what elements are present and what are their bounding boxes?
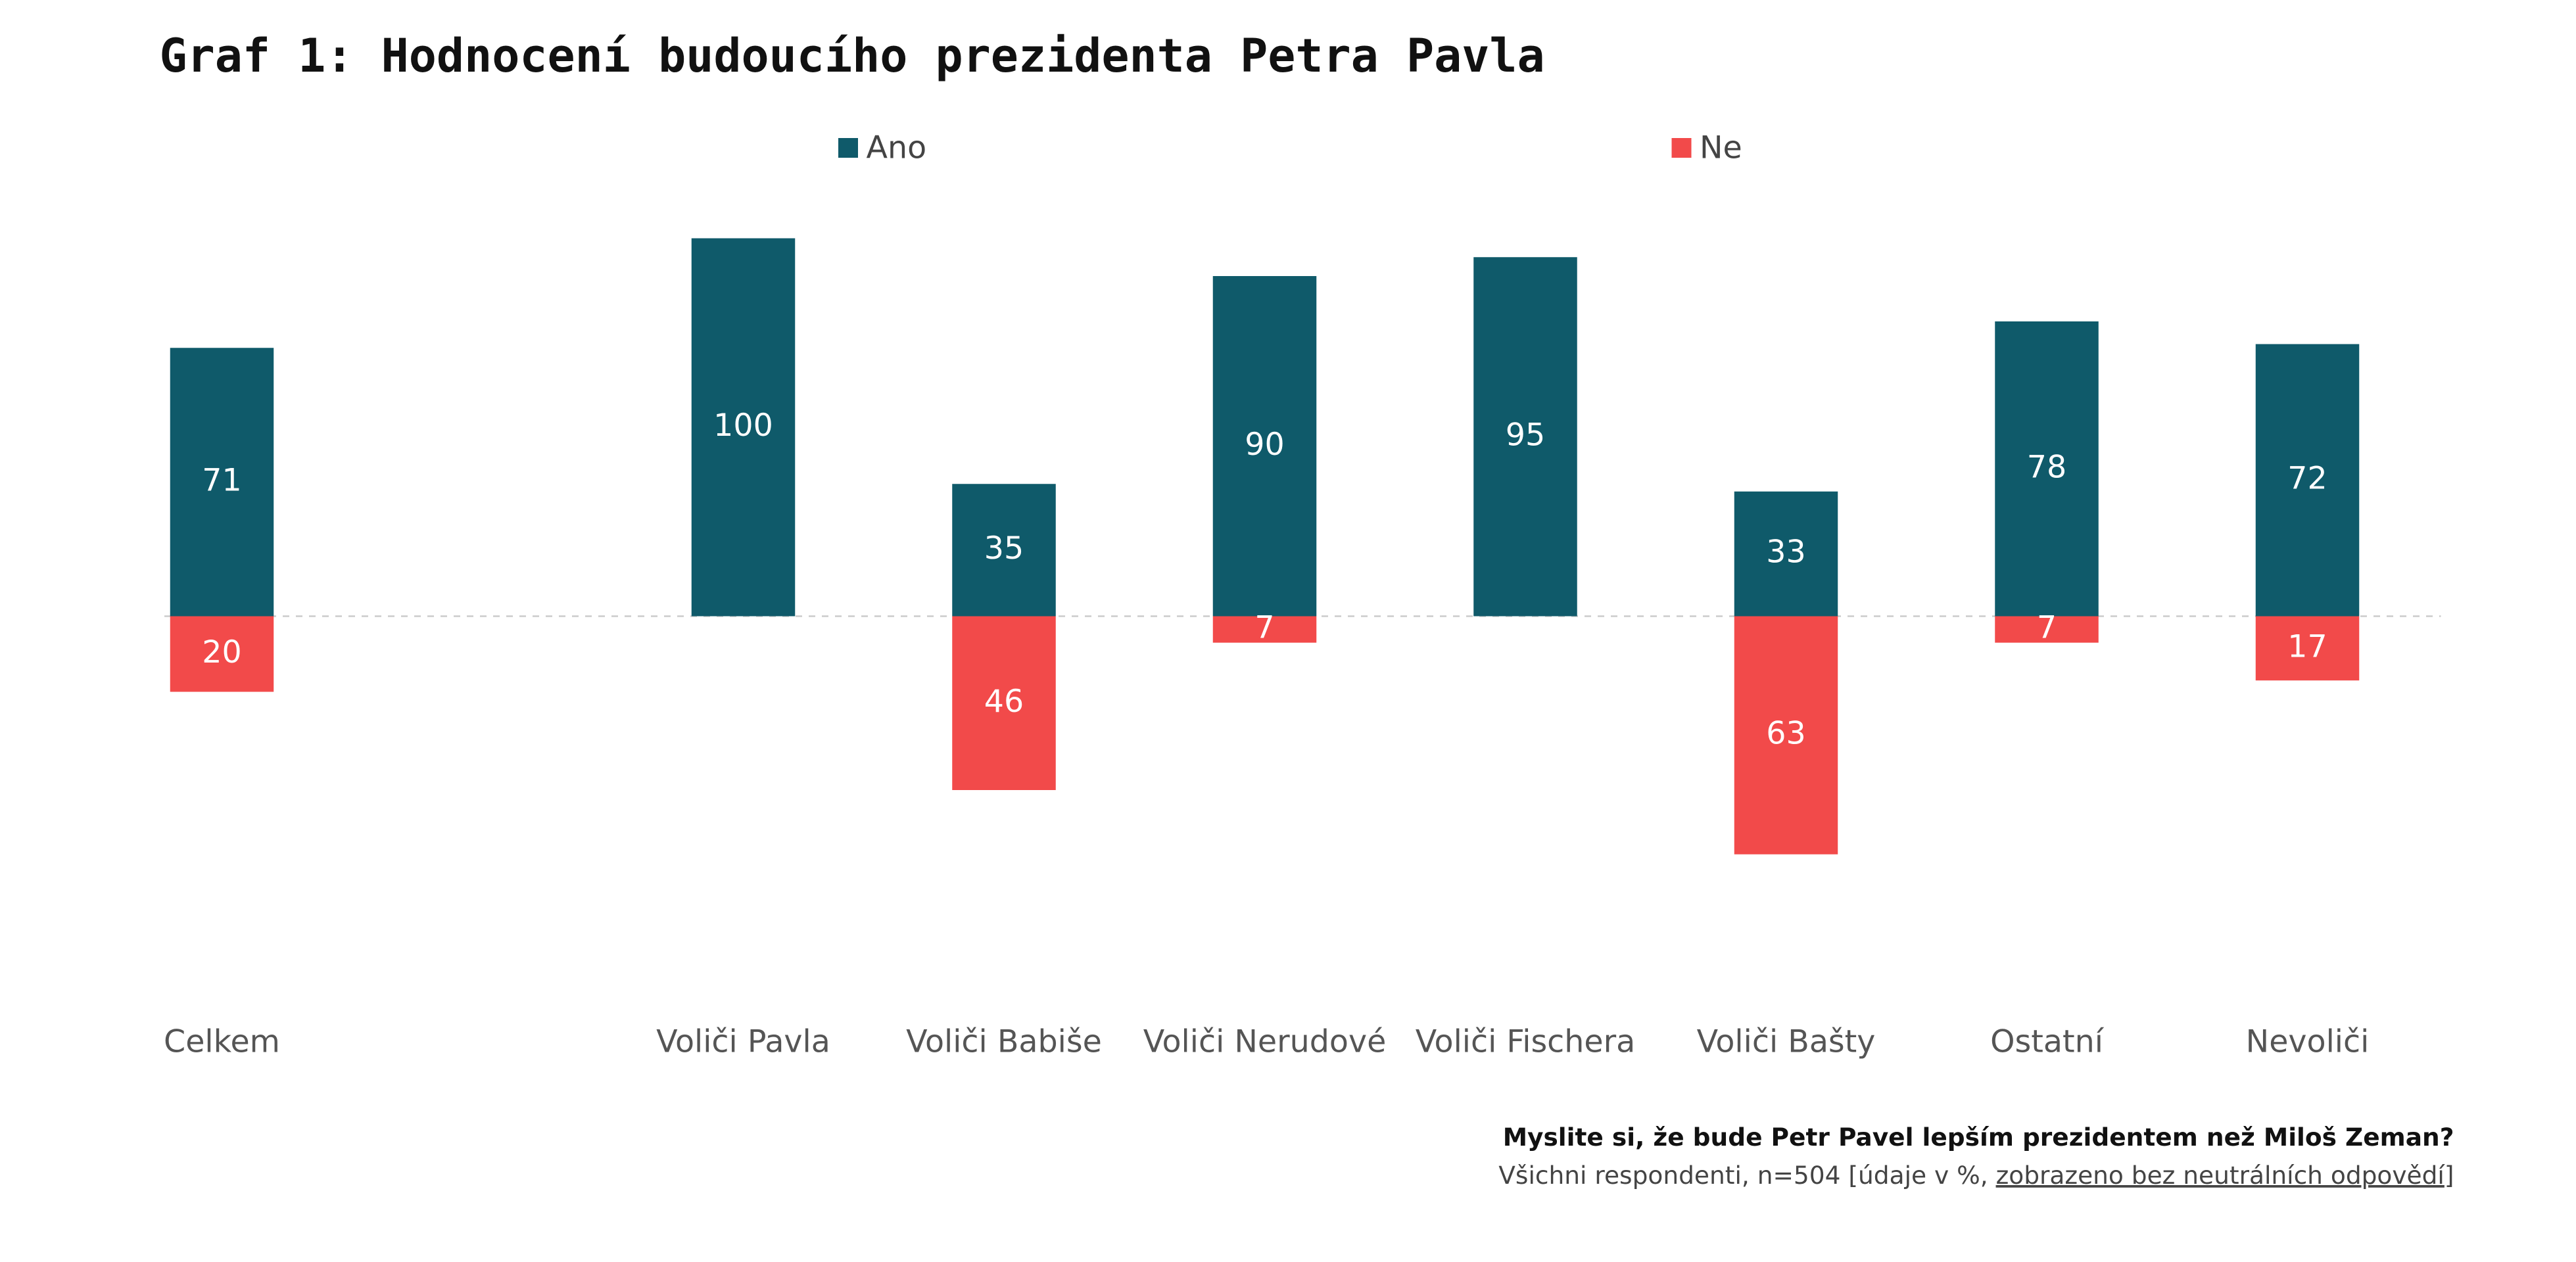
x-tick-label: Nevoliči <box>2246 1024 2370 1060</box>
value-label: 63 <box>1766 716 1805 752</box>
x-tick-label: Celkem <box>164 1024 280 1060</box>
value-label: 95 <box>1506 417 1545 453</box>
x-tick-label: Voliči Babiše <box>906 1024 1102 1060</box>
value-label: 20 <box>202 634 241 670</box>
x-tick-label: Ostatní <box>1990 1024 2105 1060</box>
x-tick-label: Voliči Fischera <box>1416 1024 1636 1060</box>
legend-swatch <box>838 138 858 158</box>
note-underlined: zobrazeno bez neutrálních odpovědí <box>1996 1161 2446 1190</box>
value-label: 17 <box>2287 628 2327 665</box>
value-label: 71 <box>202 462 241 498</box>
bar <box>170 616 274 692</box>
value-label: 7 <box>1254 610 1274 646</box>
value-label: 35 <box>984 530 1024 567</box>
value-label: 7 <box>2037 610 2057 646</box>
x-tick-label: Voliči Bašty <box>1697 1024 1876 1060</box>
chart-title: Graf 1: Hodnocení budoucího prezidenta P… <box>160 29 1545 83</box>
bar <box>2255 344 2360 617</box>
bar <box>691 238 796 617</box>
value-label: 33 <box>1766 534 1805 571</box>
value-label: 46 <box>984 684 1024 720</box>
value-label: 90 <box>1245 427 1284 463</box>
bar <box>170 348 274 617</box>
legend-label: Ano <box>867 130 927 166</box>
bar <box>1212 276 1317 617</box>
note: Všichni respondenti, n=504 [údaje v %, z… <box>1498 1161 2454 1190</box>
bar <box>1734 491 1838 617</box>
bar <box>1473 257 1577 617</box>
bar <box>952 616 1056 790</box>
bar <box>1734 616 1838 854</box>
value-label: 78 <box>2027 449 2066 485</box>
value-label: 100 <box>713 408 773 444</box>
value-label: 72 <box>2287 461 2327 497</box>
bar <box>2255 616 2360 681</box>
bar <box>1995 321 2099 617</box>
bar <box>952 484 1056 617</box>
note-text: Všichni respondenti, n=504 [údaje v %, <box>1498 1161 1995 1190</box>
x-tick-label: Voliči Pavla <box>656 1024 830 1060</box>
legend-label: Ne <box>1700 130 1742 166</box>
bar <box>1995 616 2099 643</box>
x-tick-label: Voliči Nerudové <box>1143 1024 1387 1060</box>
note-text: ] <box>2445 1161 2454 1190</box>
legend-swatch <box>1671 138 1692 158</box>
question: Myslite si, že bude Petr Pavel lepším pr… <box>1503 1123 2454 1152</box>
bar <box>1212 616 1317 643</box>
